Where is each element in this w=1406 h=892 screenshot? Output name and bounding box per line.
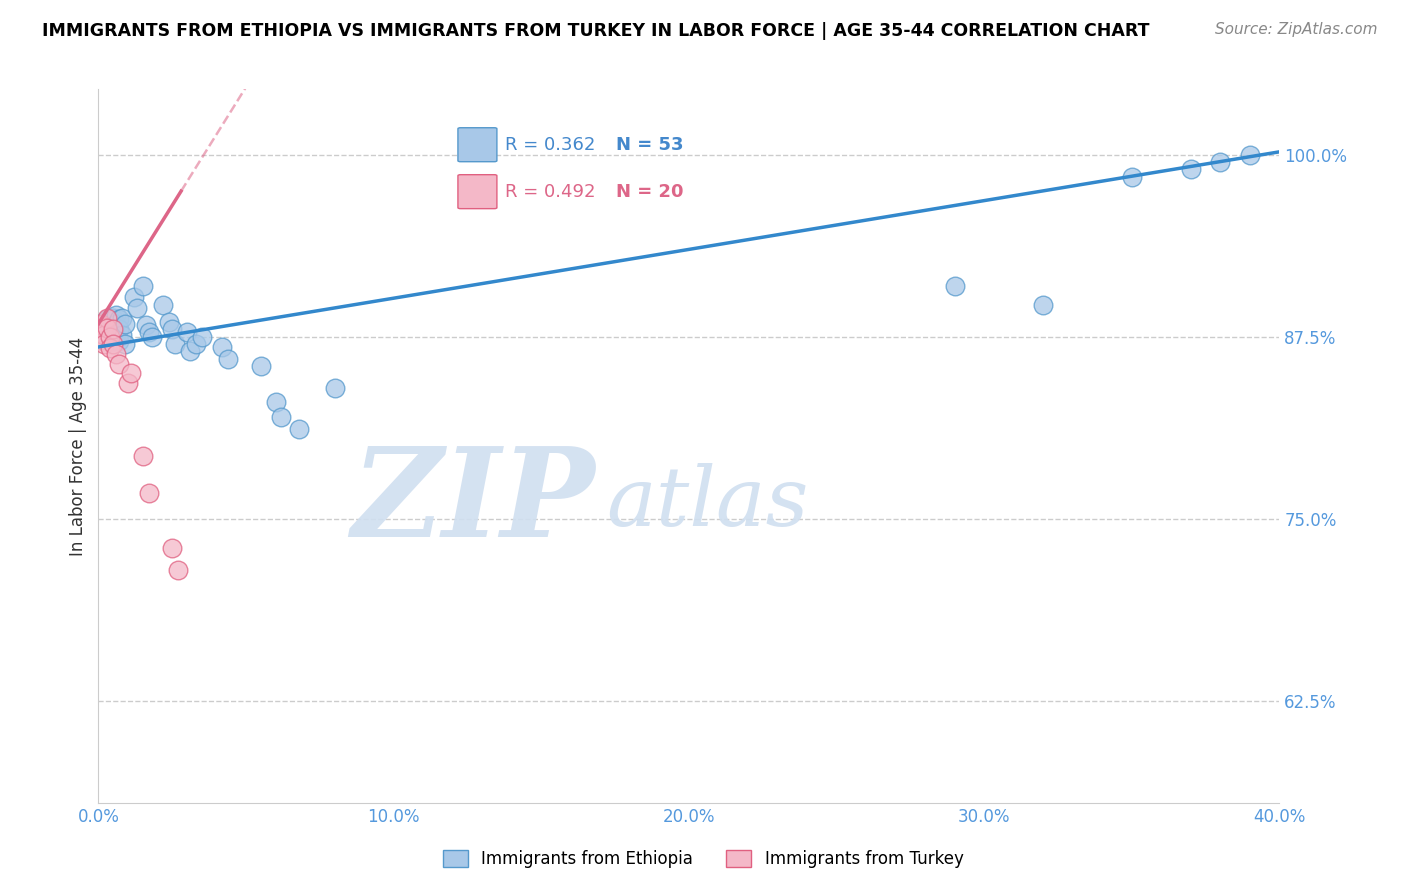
Point — [98, 322, 121, 336]
Point — [132, 449, 155, 463]
Point — [93, 328, 115, 343]
Point — [114, 317, 136, 331]
Point — [103, 334, 125, 348]
Point — [105, 308, 128, 322]
Point — [117, 376, 139, 391]
Point — [108, 334, 131, 348]
Point — [111, 310, 134, 325]
Point — [103, 324, 125, 338]
Point — [90, 317, 112, 331]
Point — [93, 321, 115, 335]
Point — [90, 333, 112, 347]
Y-axis label: In Labor Force | Age 35-44: In Labor Force | Age 35-44 — [69, 336, 87, 556]
Point — [114, 337, 136, 351]
Point — [1180, 162, 1202, 177]
Text: N = 20: N = 20 — [616, 183, 683, 201]
Point — [105, 317, 128, 331]
Point — [125, 301, 148, 315]
Point — [167, 563, 190, 577]
Point — [96, 321, 118, 335]
Point — [176, 326, 198, 340]
Point — [132, 278, 155, 293]
Point — [90, 317, 112, 331]
Point — [162, 541, 183, 555]
Point — [103, 322, 125, 336]
Point — [1032, 298, 1054, 312]
Point — [943, 278, 966, 293]
Text: ZIP: ZIP — [350, 442, 595, 564]
Point — [98, 314, 121, 328]
Point — [157, 315, 180, 329]
Point — [108, 322, 131, 336]
Point — [165, 337, 187, 351]
Point — [103, 310, 125, 325]
Point — [108, 358, 131, 372]
Point — [93, 328, 115, 343]
Point — [191, 330, 214, 344]
Point — [93, 319, 115, 334]
Point — [98, 330, 121, 344]
Point — [141, 330, 163, 344]
Point — [96, 310, 118, 325]
Point — [138, 485, 160, 500]
Point — [98, 331, 121, 345]
Point — [98, 342, 121, 356]
Point — [270, 409, 292, 424]
Point — [122, 290, 145, 304]
Point — [152, 298, 174, 312]
Point — [105, 328, 128, 343]
Point — [162, 322, 183, 336]
Text: N = 53: N = 53 — [616, 136, 683, 153]
Text: R = 0.492: R = 0.492 — [505, 183, 595, 201]
Point — [138, 326, 160, 340]
Point — [184, 337, 207, 351]
Point — [103, 337, 125, 351]
Point — [90, 326, 112, 340]
Point — [288, 421, 311, 435]
Text: R = 0.362: R = 0.362 — [505, 136, 595, 153]
Point — [1121, 169, 1143, 184]
Point — [96, 318, 118, 332]
Point — [120, 366, 142, 380]
Text: Source: ZipAtlas.com: Source: ZipAtlas.com — [1215, 22, 1378, 37]
Point — [93, 315, 115, 329]
Point — [264, 395, 287, 409]
Point — [1239, 147, 1261, 161]
Point — [217, 351, 239, 366]
Point — [96, 330, 118, 344]
Point — [96, 324, 118, 338]
Point — [1209, 155, 1232, 169]
Point — [211, 340, 233, 354]
Point — [96, 312, 118, 326]
Point — [111, 328, 134, 343]
Text: atlas: atlas — [606, 463, 808, 543]
Point — [135, 318, 157, 332]
Point — [323, 381, 346, 395]
Point — [179, 344, 201, 359]
Text: IMMIGRANTS FROM ETHIOPIA VS IMMIGRANTS FROM TURKEY IN LABOR FORCE | AGE 35-44 CO: IMMIGRANTS FROM ETHIOPIA VS IMMIGRANTS F… — [42, 22, 1150, 40]
FancyBboxPatch shape — [458, 175, 496, 209]
Point — [250, 359, 273, 373]
Legend: Immigrants from Ethiopia, Immigrants from Turkey: Immigrants from Ethiopia, Immigrants fro… — [436, 843, 970, 875]
Point — [105, 347, 128, 361]
Point — [108, 312, 131, 326]
Point — [93, 337, 115, 351]
FancyBboxPatch shape — [458, 128, 496, 161]
Point — [103, 318, 125, 332]
Point — [90, 326, 112, 340]
